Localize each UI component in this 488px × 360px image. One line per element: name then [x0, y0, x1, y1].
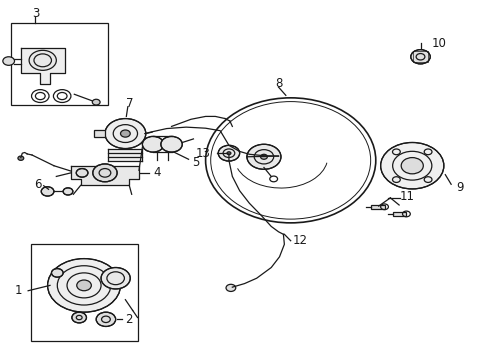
Text: 5: 5 — [192, 156, 199, 168]
Circle shape — [161, 136, 182, 152]
Polygon shape — [94, 130, 105, 137]
Circle shape — [41, 187, 54, 196]
Circle shape — [3, 57, 15, 65]
Bar — [94, 130, 105, 137]
Circle shape — [225, 284, 235, 292]
Bar — [30, 244, 137, 341]
Circle shape — [410, 50, 429, 64]
Text: 10: 10 — [430, 37, 445, 50]
Text: 6: 6 — [34, 178, 41, 191]
Text: 1: 1 — [15, 284, 22, 297]
Circle shape — [218, 145, 239, 161]
Circle shape — [29, 50, 56, 70]
Circle shape — [72, 312, 86, 323]
Text: 4: 4 — [153, 166, 161, 179]
Bar — [412, 51, 427, 63]
Circle shape — [260, 154, 267, 159]
Circle shape — [51, 269, 63, 277]
Circle shape — [93, 164, 117, 182]
Circle shape — [120, 130, 130, 137]
Circle shape — [105, 118, 145, 149]
Text: 2: 2 — [125, 313, 133, 326]
Text: 13: 13 — [195, 147, 210, 160]
Polygon shape — [108, 149, 142, 161]
Circle shape — [18, 156, 24, 160]
Circle shape — [92, 99, 100, 105]
Circle shape — [47, 258, 120, 312]
Bar — [370, 205, 384, 208]
Bar — [11, 23, 108, 105]
Polygon shape — [21, 48, 64, 84]
Text: 7: 7 — [126, 97, 134, 110]
Text: 11: 11 — [399, 190, 414, 203]
Circle shape — [101, 267, 130, 289]
Circle shape — [226, 152, 230, 155]
Circle shape — [63, 188, 73, 195]
Circle shape — [77, 280, 91, 291]
Circle shape — [76, 168, 88, 177]
Circle shape — [380, 143, 443, 189]
Text: 3: 3 — [32, 8, 39, 21]
Bar — [392, 212, 406, 216]
Polygon shape — [71, 166, 139, 185]
Text: 9: 9 — [455, 181, 463, 194]
Text: 12: 12 — [292, 234, 307, 247]
Circle shape — [96, 312, 116, 327]
Circle shape — [246, 144, 281, 169]
Circle shape — [142, 136, 163, 152]
Text: 8: 8 — [274, 77, 282, 90]
Circle shape — [400, 158, 423, 174]
